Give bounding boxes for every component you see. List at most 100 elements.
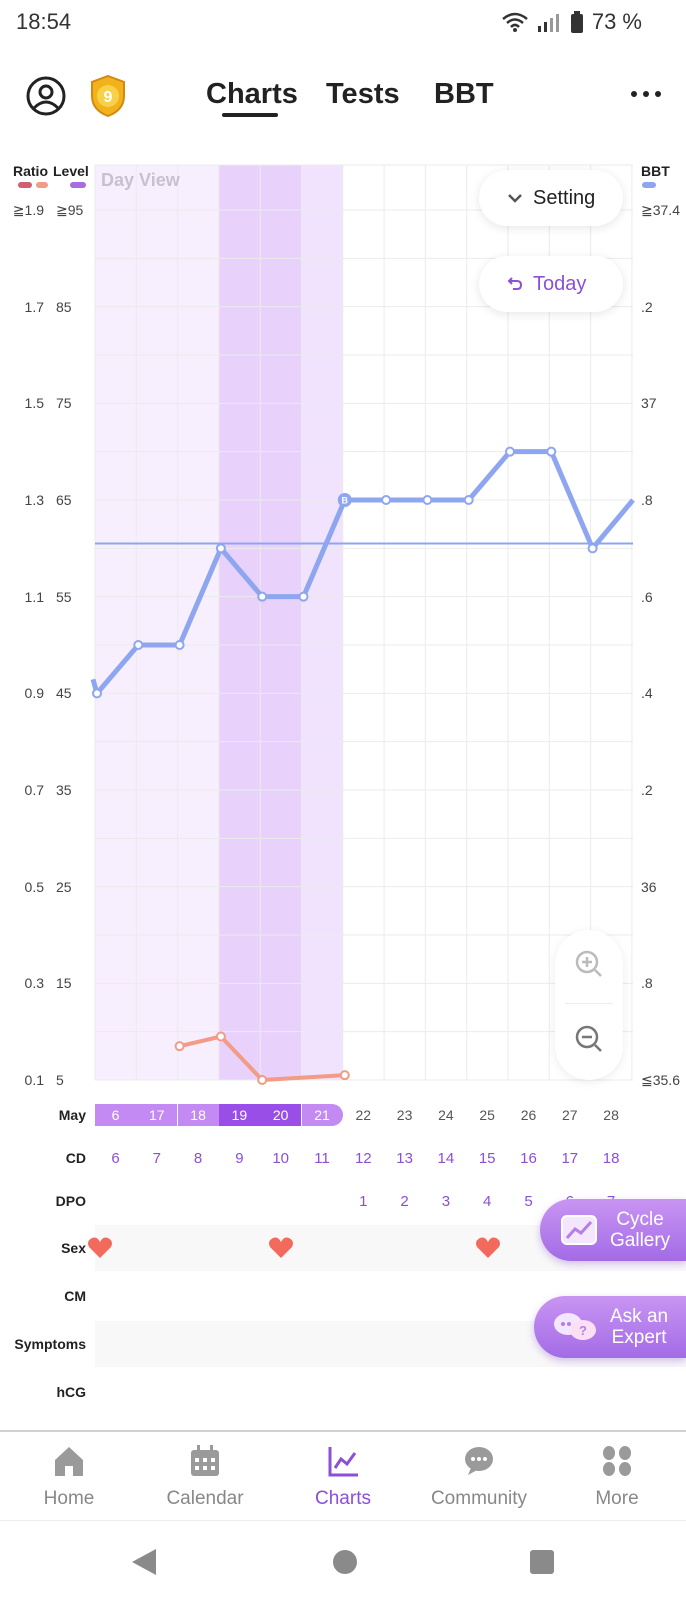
date-cell[interactable]: 17 [136,1104,178,1126]
date-cell[interactable]: 21 [301,1104,343,1126]
profile-icon[interactable] [26,76,66,116]
cd-cell: 11 [314,1150,330,1167]
ask-expert-button[interactable]: ? Ask an Expert [534,1296,686,1358]
zoom-divider [565,1003,613,1004]
bbt-point-label: B [342,496,349,506]
dpo-cell: 3 [441,1193,451,1210]
bbt-legend-swatch [642,182,656,188]
nav-more[interactable]: More [552,1432,682,1522]
zoom-out-icon[interactable] [574,1024,604,1054]
cd-cell: 17 [561,1150,579,1167]
nav-home-label: Home [43,1488,95,1509]
more-dots-icon[interactable] [628,82,664,106]
date-cell[interactable]: 18 [177,1104,219,1126]
date-cell[interactable]: 27 [562,1107,578,1123]
nav-charts[interactable]: Charts [278,1432,408,1522]
ratio-tick: 0.1 [24,1072,44,1088]
return-arrow-icon [507,277,523,290]
cycle-gallery-label: Cycle Gallery [610,1209,670,1251]
date-cell[interactable]: 20 [260,1104,302,1126]
heart-icon[interactable] [268,1237,294,1259]
cd-cell: 14 [437,1150,455,1167]
status-time: 18:54 [16,9,72,34]
cd-cell: 12 [354,1150,372,1167]
more-grid-icon [603,1446,631,1476]
level-tick: 85 [56,298,72,315]
recents-icon[interactable] [529,1549,555,1575]
nav-home[interactable]: Home [4,1432,134,1522]
tab-tests[interactable]: Tests [326,78,400,110]
ask-expert-line1: Ask an [610,1306,669,1327]
row-label-dpo: DPO [55,1193,86,1209]
row-label-cm: CM [64,1288,86,1304]
heart-icon[interactable] [87,1237,113,1259]
bbt-point [546,446,557,457]
home-circle-icon[interactable] [332,1549,358,1575]
ratio-tick: 1.5 [24,395,44,412]
nav-more-label: More [595,1488,639,1509]
level-legend-swatch [70,182,86,188]
ratio-tick: ≧1.9 [12,202,44,218]
level-tick: 65 [56,492,72,508]
row-label-month: May [58,1107,86,1123]
ratio-legend-swatch [18,182,32,188]
chart-canvas[interactable]: B [0,150,686,1090]
bbt-tick: .4 [641,685,653,702]
bbt-tick: .8 [641,492,653,508]
bbt-point [215,543,226,554]
ratio-point [215,1031,226,1042]
bbt-point [298,591,309,602]
dpo-cell: 4 [483,1193,492,1210]
bbt-point [422,495,433,505]
level-badge-icon[interactable]: 9 [88,74,128,118]
system-nav-bar [0,1520,686,1600]
bbt-point [337,493,352,507]
bbt-tick: .8 [641,975,653,992]
date-cell[interactable]: 24 [438,1107,454,1123]
ratio-tick: 0.3 [24,975,44,992]
wifi-icon [502,12,528,32]
cycle-gallery-button[interactable]: Cycle Gallery [540,1199,686,1261]
chart-area: B Ratio Level BBT ≧1.9 1.7 1.5 1.3 1.1 0.9 0.7… [0,150,686,1090]
bbt-tick: ≧37.4 [641,202,680,218]
date-cell[interactable]: 28 [603,1107,619,1123]
heart-icon[interactable] [475,1237,501,1259]
date-cell[interactable]: 26 [520,1107,537,1123]
level-tick: 45 [56,685,72,702]
nav-calendar[interactable]: Calendar [140,1432,270,1522]
bbt-point [505,446,515,457]
date-cell[interactable]: 22 [355,1107,372,1123]
tab-charts[interactable]: Charts [206,78,298,110]
level-tick: 5 [56,1072,64,1088]
ratio-point [257,1075,268,1085]
bbt-tick: 37 [641,395,657,412]
today-button[interactable]: Today [479,256,623,312]
cycle-gallery-line1: Cycle [616,1209,664,1230]
nav-community[interactable]: Community [414,1432,544,1522]
date-cell[interactable]: 19 [218,1104,260,1126]
setting-label: Setting [533,186,596,209]
date-cell[interactable]: 25 [479,1107,495,1123]
bbt-point [257,591,268,602]
calendar-icon [191,1445,219,1476]
fertile-day-band [301,165,343,1080]
bbt-tick: 36 [641,878,657,895]
bbt-point [133,640,144,650]
tab-bbt[interactable]: BBT [434,78,494,110]
svg-text:?: ? [579,1323,587,1338]
date-cell[interactable]: 6 [95,1104,136,1126]
date-cell[interactable]: 23 [396,1107,413,1123]
cd-cell: 15 [478,1150,496,1167]
cd-cell: 7 [152,1150,161,1167]
bbt-tick: .6 [641,588,653,605]
back-icon[interactable] [130,1547,158,1577]
nav-community-label: Community [430,1488,528,1509]
home-icon [55,1447,83,1476]
active-tab-indicator [222,113,278,117]
battery-icon [570,11,583,33]
zoom-in-icon[interactable] [574,949,604,979]
bbt-point [92,688,102,699]
level-axis-title: Level [53,163,89,179]
setting-button[interactable]: Setting [479,170,623,226]
bbt-point [463,495,474,505]
